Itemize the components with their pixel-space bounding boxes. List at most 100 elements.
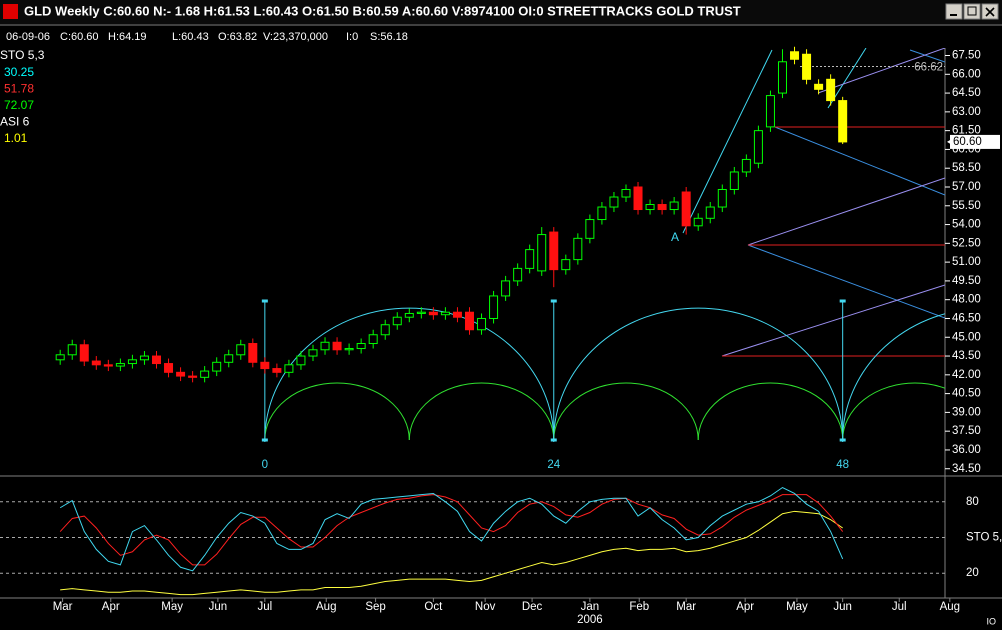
trendline — [682, 49, 773, 234]
candle-body — [103, 364, 113, 367]
minimize-button[interactable] — [945, 3, 963, 20]
candle-body — [693, 217, 703, 227]
y-tick-label: 63.00 — [952, 106, 981, 118]
y-tick-label: 51.00 — [952, 256, 981, 268]
info-field: O:63.82 — [218, 31, 257, 43]
x-tick-label: Apr — [102, 601, 120, 613]
candle-body — [777, 61, 787, 94]
year-label: 2006 — [577, 614, 603, 626]
indicator-label: 72.07 — [4, 98, 34, 112]
candle-body — [561, 259, 571, 271]
y-tick-label: 37.50 — [952, 425, 981, 437]
y-tick-label: 45.00 — [952, 331, 981, 343]
info-field: L:60.43 — [172, 31, 209, 43]
y-tick-label: 48.00 — [952, 294, 981, 306]
last-price-box — [950, 134, 1000, 149]
candle-body — [188, 375, 198, 378]
candle-body — [296, 355, 306, 366]
maximize-button[interactable] — [963, 3, 981, 20]
window-buttons — [945, 3, 999, 20]
indicator-label: ASI 6 — [0, 115, 30, 129]
x-tick-label: Apr — [736, 601, 754, 613]
last-price-label: 60.60 — [953, 136, 982, 148]
x-tick-label: Jun — [209, 601, 228, 613]
cycle-label: 0 — [262, 459, 268, 471]
y-tick-label: 66.00 — [952, 68, 981, 80]
y-tick-label: 46.50 — [952, 313, 981, 325]
candle-body — [224, 354, 234, 363]
x-tick-label: Jun — [833, 601, 852, 613]
y-tick-label: STO 5, — [966, 532, 1002, 544]
candle-body — [320, 341, 330, 351]
x-tick-label: Jul — [892, 601, 907, 613]
y-tick-label: 43.50 — [952, 350, 981, 362]
candle-body — [729, 171, 739, 190]
trendlines — [682, 48, 945, 357]
half-cycle-arc — [553, 382, 699, 441]
candle-body — [404, 312, 414, 318]
candle-body — [765, 95, 775, 128]
candle-body — [392, 316, 402, 326]
candle-body — [212, 361, 222, 372]
candle-body — [67, 344, 77, 356]
cycle-group — [264, 307, 945, 441]
x-tick-label: Jul — [257, 601, 272, 613]
candle-body — [272, 368, 282, 373]
candle-body — [513, 267, 523, 282]
candle-body — [826, 78, 836, 102]
annotation: A — [671, 230, 679, 244]
x-tick-label: Dec — [522, 601, 543, 613]
indicator-labels: STO 5,3 30.25 51.78 72.07 ASI 6 1.01 — [0, 48, 45, 145]
cycle-label: 48 — [836, 459, 849, 471]
candle-body — [838, 100, 848, 143]
candle-body — [814, 83, 824, 90]
trendline — [747, 244, 945, 319]
candle-body — [452, 311, 462, 318]
candle-body — [260, 361, 270, 370]
candle-body — [597, 206, 607, 221]
corner-label: IO — [986, 616, 996, 626]
trendline — [721, 284, 945, 357]
candle-body — [741, 158, 751, 173]
y-tick-label: 34.50 — [952, 463, 981, 475]
candle-body — [368, 334, 378, 345]
indicator-label: STO 5,3 — [0, 48, 45, 62]
maximize-glyph — [967, 6, 977, 16]
candle-body — [308, 349, 318, 357]
candle-body — [501, 280, 511, 297]
x-tick-label: Mar — [676, 601, 696, 613]
candle-body — [151, 355, 161, 365]
half-cycle-arc — [697, 382, 844, 441]
candle-body — [790, 51, 800, 60]
candle-body — [428, 311, 438, 316]
candle-body — [477, 317, 487, 331]
cycle-label: 24 — [547, 459, 560, 471]
indicator-label: 51.78 — [4, 81, 34, 95]
y-tick-label: 67.50 — [952, 50, 981, 62]
x-tick-label: Aug — [940, 601, 960, 613]
candle-body — [585, 219, 595, 239]
x-tick-label: May — [161, 601, 183, 613]
candle-body — [609, 196, 619, 208]
candle-body — [464, 311, 474, 331]
trendline — [747, 177, 945, 246]
candle-body — [344, 348, 354, 351]
candle-body — [380, 324, 390, 336]
indicator-label: 1.01 — [4, 131, 28, 145]
y-tick-label: 64.50 — [952, 87, 981, 99]
candle-body — [681, 191, 691, 227]
info-field: 06-09-06 — [6, 31, 50, 43]
candle-body — [549, 231, 559, 271]
candle-body — [332, 341, 342, 351]
cycle-arc — [264, 307, 555, 441]
half-cycle-arc — [408, 382, 555, 441]
candle-body — [440, 311, 450, 316]
candle-body — [489, 295, 499, 319]
candle-body — [537, 234, 547, 272]
y-tick-label: 40.50 — [952, 388, 981, 400]
info-field: C:60.60 — [60, 31, 99, 43]
indicator-label: 30.25 — [4, 65, 34, 79]
candle-body — [802, 53, 812, 80]
